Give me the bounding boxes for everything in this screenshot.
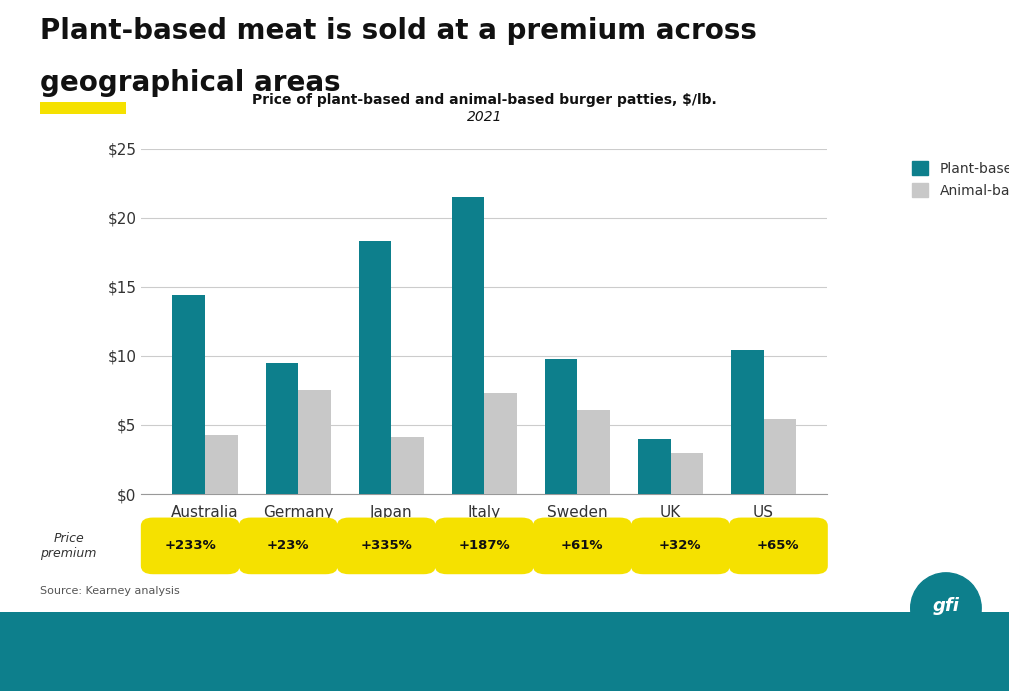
Bar — [577, 410, 610, 494]
Bar — [298, 390, 331, 494]
Bar — [764, 419, 796, 494]
Bar — [638, 439, 671, 494]
Bar — [484, 393, 517, 494]
Text: +233%: +233% — [164, 540, 216, 552]
Bar — [732, 350, 764, 494]
Circle shape — [911, 573, 981, 643]
Bar — [671, 453, 703, 494]
Text: Price
premium: Price premium — [40, 532, 97, 560]
Legend: Plant-based, Animal-based: Plant-based, Animal-based — [906, 155, 1009, 203]
Text: +65%: +65% — [757, 540, 799, 552]
Bar — [205, 435, 237, 494]
Text: +23%: +23% — [267, 540, 310, 552]
Text: +61%: +61% — [561, 540, 603, 552]
Text: Price of plant-based and animal-based burger patties, $/lb.: Price of plant-based and animal-based bu… — [252, 93, 716, 107]
Text: gfi: gfi — [932, 597, 960, 615]
Bar — [265, 363, 298, 494]
Bar — [452, 197, 484, 494]
Bar — [391, 437, 424, 494]
Text: Source: Kearney analysis: Source: Kearney analysis — [40, 586, 181, 596]
Text: 2021: 2021 — [466, 111, 502, 124]
Text: geographical areas: geographical areas — [40, 69, 341, 97]
Text: +335%: +335% — [360, 540, 413, 552]
Text: +187%: +187% — [458, 540, 511, 552]
Text: Plant-based meat is sold at a premium across: Plant-based meat is sold at a premium ac… — [40, 17, 757, 46]
Bar — [173, 295, 205, 494]
Text: +32%: +32% — [659, 540, 701, 552]
Bar — [545, 359, 577, 494]
Bar — [358, 241, 391, 494]
